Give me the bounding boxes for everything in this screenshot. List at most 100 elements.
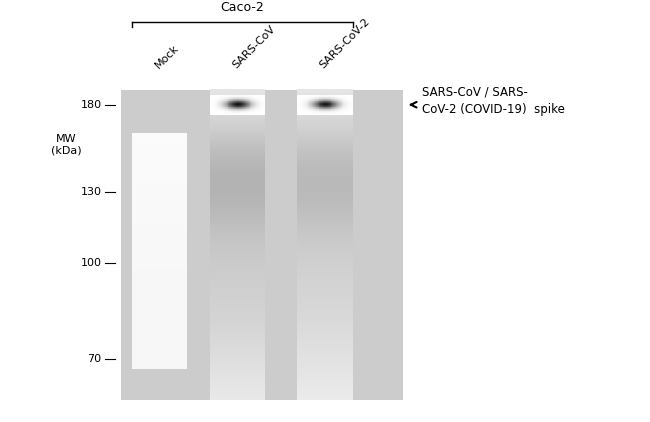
Bar bbox=[298, 179, 352, 181]
Bar bbox=[249, 103, 250, 104]
Bar bbox=[347, 103, 348, 104]
Bar bbox=[343, 101, 344, 102]
Bar bbox=[228, 109, 229, 110]
Bar bbox=[329, 103, 330, 104]
Bar bbox=[330, 108, 332, 109]
Bar bbox=[322, 95, 323, 96]
Bar bbox=[335, 97, 336, 98]
Bar bbox=[241, 114, 242, 115]
Bar bbox=[212, 104, 213, 105]
Bar bbox=[211, 101, 212, 102]
Bar bbox=[258, 104, 259, 105]
Bar bbox=[210, 354, 265, 355]
Bar bbox=[304, 112, 305, 113]
Bar bbox=[210, 198, 265, 199]
Bar bbox=[298, 227, 352, 229]
Bar bbox=[210, 215, 265, 216]
Bar bbox=[302, 108, 303, 109]
Bar bbox=[234, 113, 235, 114]
Bar bbox=[241, 96, 242, 97]
Bar bbox=[341, 113, 343, 114]
Bar bbox=[244, 102, 245, 103]
Bar bbox=[245, 106, 246, 107]
Bar bbox=[298, 109, 300, 110]
Bar bbox=[330, 112, 332, 113]
Bar bbox=[224, 105, 225, 106]
Bar bbox=[248, 103, 249, 104]
Bar bbox=[223, 100, 224, 101]
Bar bbox=[346, 114, 347, 115]
Bar bbox=[309, 101, 310, 102]
Bar bbox=[258, 98, 259, 99]
Bar bbox=[298, 366, 352, 368]
Bar bbox=[210, 106, 265, 107]
Bar bbox=[314, 113, 315, 114]
Bar bbox=[230, 105, 231, 106]
Bar bbox=[335, 105, 336, 106]
Bar bbox=[243, 108, 244, 109]
Bar bbox=[304, 109, 305, 110]
Bar bbox=[223, 106, 224, 107]
Bar bbox=[333, 114, 334, 115]
Bar bbox=[261, 106, 263, 107]
Bar bbox=[256, 101, 257, 102]
Bar bbox=[219, 113, 220, 114]
Bar bbox=[250, 112, 252, 113]
Bar bbox=[230, 102, 231, 103]
Bar bbox=[298, 162, 352, 163]
Bar bbox=[249, 100, 250, 101]
Bar bbox=[249, 111, 250, 112]
Bar bbox=[236, 103, 237, 104]
Bar bbox=[318, 98, 320, 99]
Bar bbox=[298, 170, 352, 171]
Bar bbox=[238, 112, 239, 113]
Bar bbox=[245, 96, 246, 97]
Bar bbox=[234, 102, 235, 103]
Bar bbox=[255, 99, 256, 100]
Bar bbox=[236, 97, 237, 98]
Bar bbox=[314, 100, 315, 101]
Bar bbox=[220, 110, 221, 111]
Bar bbox=[343, 109, 344, 110]
Bar bbox=[246, 111, 247, 112]
Bar bbox=[212, 99, 213, 100]
Bar bbox=[248, 105, 249, 106]
Bar bbox=[255, 101, 256, 102]
Bar bbox=[306, 99, 307, 100]
Bar bbox=[228, 104, 229, 105]
Bar bbox=[298, 101, 352, 103]
Bar bbox=[229, 113, 230, 114]
Bar bbox=[298, 352, 352, 354]
Bar bbox=[236, 111, 237, 112]
Bar bbox=[324, 103, 325, 104]
Bar bbox=[302, 98, 303, 99]
Bar bbox=[225, 108, 226, 109]
Bar bbox=[307, 113, 309, 114]
Bar bbox=[235, 96, 236, 97]
Bar bbox=[216, 109, 218, 110]
Bar bbox=[238, 105, 239, 106]
Bar bbox=[210, 182, 265, 184]
Bar bbox=[210, 190, 265, 192]
Bar bbox=[340, 106, 341, 107]
Bar bbox=[344, 112, 345, 113]
Bar bbox=[237, 95, 238, 96]
Bar bbox=[247, 114, 248, 115]
Bar bbox=[210, 355, 265, 357]
Bar bbox=[315, 100, 316, 101]
Bar bbox=[216, 107, 218, 108]
Bar bbox=[315, 107, 316, 108]
Bar bbox=[227, 98, 228, 99]
Bar bbox=[314, 101, 315, 102]
Bar bbox=[298, 192, 352, 193]
Bar bbox=[298, 383, 352, 385]
Bar bbox=[250, 103, 252, 104]
Bar bbox=[303, 103, 304, 104]
Bar bbox=[214, 110, 215, 111]
Bar bbox=[255, 106, 256, 107]
Bar bbox=[261, 103, 263, 104]
Bar bbox=[320, 107, 321, 108]
Bar bbox=[232, 96, 233, 97]
Bar bbox=[344, 111, 345, 112]
Bar bbox=[298, 365, 352, 366]
